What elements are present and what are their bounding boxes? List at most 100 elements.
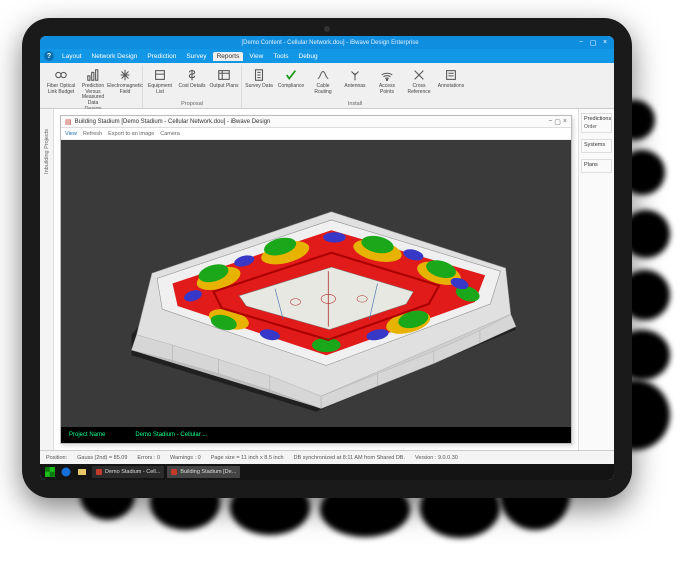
panel-plans[interactable]: Plans: [581, 159, 612, 173]
ribbon-output-plans[interactable]: Output Plans: [209, 65, 239, 101]
ribbon-group-install: Survey Data Compliance Cable Routing Antenn…: [242, 65, 468, 108]
explorer-icon[interactable]: [76, 466, 88, 478]
app-icon: [171, 469, 177, 475]
taskbar-task[interactable]: Demo Stadium - Cell...: [92, 466, 164, 478]
ribbon-access-points[interactable]: Access Points: [372, 65, 402, 101]
dollar-icon: [184, 67, 200, 83]
ribbon-compliance[interactable]: Compliance: [276, 65, 306, 101]
note-icon: [443, 67, 459, 83]
ribbon-electromagnetic-field[interactable]: Electromagnetic Field: [110, 65, 140, 106]
ribbon-label: Cable Routing: [308, 84, 338, 95]
panel-systems[interactable]: Systems: [581, 139, 612, 153]
canvas-title-text: Building Stadium [Demo Stadium - Cellula…: [75, 119, 271, 125]
status-warnings: Warnings : 0: [170, 455, 201, 461]
ribbon-group-label: Install: [348, 101, 362, 108]
toolbar-refresh[interactable]: Refresh: [83, 131, 102, 137]
fiber-icon: [53, 67, 69, 83]
maximize-button[interactable]: ▢: [588, 38, 598, 48]
panel-predictions[interactable]: Predictions Order: [581, 113, 612, 133]
toolbar-export[interactable]: Export to an image: [108, 131, 154, 137]
titlebar: [Demo Content - Cellular Network.dou] - …: [40, 36, 614, 49]
start-button[interactable]: [44, 466, 56, 478]
antenna-icon: [347, 67, 363, 83]
ribbon-cross-reference[interactable]: Cross Reference: [404, 65, 434, 101]
ribbon-cost-details[interactable]: Cost Details: [177, 65, 207, 101]
ribbon-label: Access Points: [372, 84, 402, 95]
side-tab-projects[interactable]: Inbuilding Projects: [44, 129, 50, 174]
building-icon: ▤: [65, 118, 72, 126]
menu-prediction[interactable]: Prediction: [143, 52, 180, 61]
menu-bar: ? LayoutNetwork DesignPredictionSurveyRe…: [40, 49, 614, 63]
close-button[interactable]: ×: [600, 38, 610, 48]
ribbon-prediction-versus-measured-data[interactable]: Prediction Versus Measured Data: [78, 65, 108, 106]
box-icon: [152, 67, 168, 83]
help-icon[interactable]: ?: [44, 51, 54, 61]
task-label: Demo Stadium - Cell...: [105, 469, 160, 475]
toolbar-view[interactable]: View: [65, 131, 77, 137]
ribbon-label: Cost Details: [179, 84, 206, 90]
status-bar: Position: Gauss (2nd) = 85.09 Errors : 0…: [40, 450, 614, 464]
canvas-minimize-button[interactable]: −: [548, 118, 552, 126]
ribbon-label: Compliance: [278, 84, 304, 90]
status-pagesize: Page size = 11 inch x 8.5 inch: [211, 455, 284, 461]
menu-tools[interactable]: Tools: [269, 52, 292, 61]
toolbar-camera[interactable]: Camera: [160, 131, 180, 137]
menu-debug[interactable]: Debug: [295, 52, 322, 61]
status-db: DB synchronized at 8:11 AM from Shared D…: [294, 455, 405, 461]
taskbar-task[interactable]: Building Stadium [De...: [167, 466, 240, 478]
ribbon-label: Output Plans: [210, 84, 239, 90]
left-side-tabs: Inbuilding Projects: [40, 109, 54, 450]
canvas-window: ▤ Building Stadium [Demo Stadium - Cellu…: [60, 115, 572, 444]
ribbon-survey-data[interactable]: Survey Data: [244, 65, 274, 101]
ribbon-cable-routing[interactable]: Cable Routing: [308, 65, 338, 101]
xref-icon: [411, 67, 427, 83]
ribbon-fiber-optical-link-budget[interactable]: Fiber Optical Link Budget: [46, 65, 76, 106]
minimize-button[interactable]: −: [576, 38, 586, 48]
menu-reports[interactable]: Reports: [213, 52, 244, 61]
browser-icon[interactable]: [60, 466, 72, 478]
cable-icon: [315, 67, 331, 83]
window-title: [Demo Content - Cellular Network.dou] - …: [84, 40, 576, 46]
work-area: Inbuilding Projects ▤ Building Stadium […: [40, 109, 614, 450]
project-info-strip: Project Name Demo Stadium - Cellular ...: [61, 427, 571, 443]
menu-view[interactable]: View: [245, 52, 267, 61]
status-gauss: Gauss (2nd) = 85.09: [77, 455, 127, 461]
canvas-maximize-button[interactable]: ▢: [554, 118, 561, 126]
project-name-value: Demo Stadium - Cellular ...: [135, 432, 207, 438]
right-panel: Predictions Order Systems Plans: [578, 109, 614, 450]
status-position: Position:: [46, 455, 67, 461]
ribbon-label: Equipment List: [145, 84, 175, 95]
wifi-icon: [379, 67, 395, 83]
3d-viewport[interactable]: [61, 140, 571, 427]
stadium-render: [61, 140, 571, 427]
ribbon-label: Survey Data: [245, 84, 273, 90]
survey-icon: [251, 67, 267, 83]
status-version: Version : 9.0.0.30: [415, 455, 458, 461]
check-icon: [283, 67, 299, 83]
tablet-frame: [Demo Content - Cellular Network.dou] - …: [22, 18, 632, 498]
menu-survey[interactable]: Survey: [182, 52, 210, 61]
ribbon-group-design: Fiber Optical Link BudgetPrediction Vers…: [44, 65, 143, 108]
ribbon-label: Fiber Optical Link Budget: [46, 84, 76, 95]
ribbon-antennas[interactable]: Antennas: [340, 65, 370, 101]
canvas-titlebar: ▤ Building Stadium [Demo Stadium - Cellu…: [61, 116, 571, 128]
ribbon-group-label: Proposal: [181, 101, 203, 108]
ribbon-label: Annotations: [438, 84, 464, 90]
canvas-close-button[interactable]: ×: [563, 118, 567, 126]
canvas-toolbar: View Refresh Export to an image Camera: [61, 128, 571, 140]
plans-icon: [216, 67, 232, 83]
ribbon-label: Electromagnetic Field: [107, 84, 143, 95]
ribbon-label: Cross Reference: [404, 84, 434, 95]
ribbon-label: Prediction Versus Measured Data: [78, 84, 108, 106]
app-window: [Demo Content - Cellular Network.dou] - …: [40, 36, 614, 480]
project-name-label: Project Name: [69, 432, 105, 438]
task-label: Building Stadium [De...: [180, 469, 236, 475]
chart-icon: [85, 67, 101, 83]
ribbon-label: Antennas: [344, 84, 365, 90]
ribbon-annotations[interactable]: Annotations: [436, 65, 466, 101]
app-icon: [96, 469, 102, 475]
menu-layout[interactable]: Layout: [58, 52, 86, 61]
status-errors: Errors : 0: [137, 455, 160, 461]
menu-network-design[interactable]: Network Design: [88, 52, 142, 61]
ribbon-equipment-list[interactable]: Equipment List: [145, 65, 175, 101]
